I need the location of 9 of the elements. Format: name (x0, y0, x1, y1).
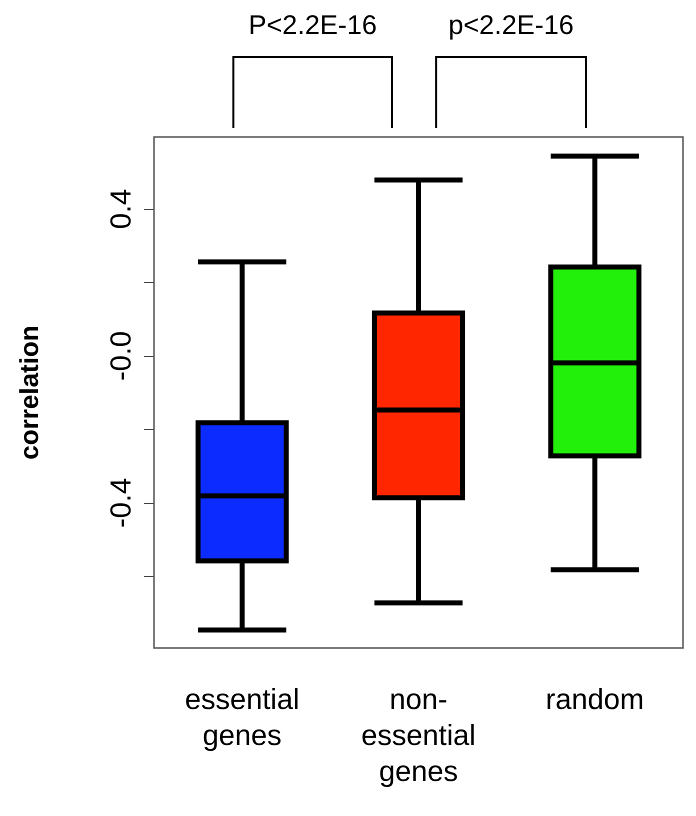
y-tick-label: -0.0 (106, 330, 138, 381)
text: p<2.2E-16 (448, 10, 574, 40)
x-tick-label: random (546, 684, 644, 716)
x-tick-label: essential genes (184, 684, 300, 752)
y-tick-label: 0.4 (106, 188, 138, 230)
text: P<2.2E-16 (248, 10, 377, 40)
y-tick-label: -0.4 (106, 478, 138, 528)
x-tick-label: non- essential genes (361, 684, 476, 788)
y-axis-title: correlation (14, 325, 44, 460)
